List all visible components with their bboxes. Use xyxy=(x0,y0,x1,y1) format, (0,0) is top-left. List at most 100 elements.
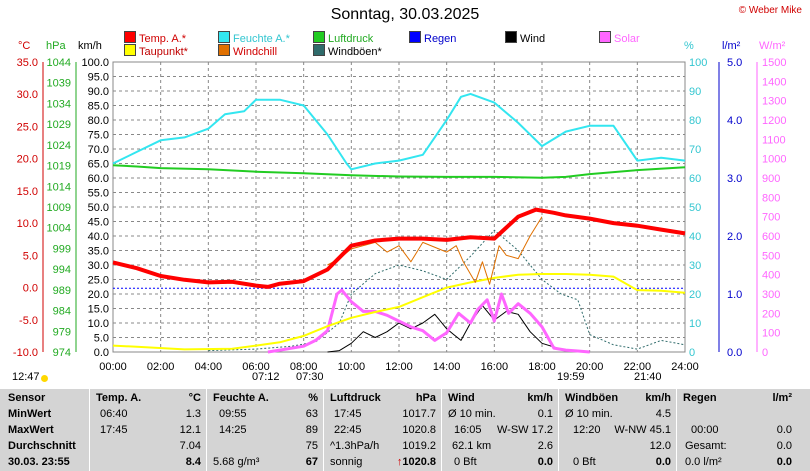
wind-tick-label: 25.0 xyxy=(88,275,109,287)
humidity-tick-label: 0 xyxy=(689,347,695,359)
wind-axis-unit: km/h xyxy=(78,40,102,52)
sunset-time: 19:59 xyxy=(557,371,585,383)
solar-tick-label: 300 xyxy=(762,289,780,301)
legend-label: Windböen* xyxy=(328,46,382,58)
legend-swatch xyxy=(313,44,325,56)
x-tick-label: 08:00 xyxy=(290,361,318,373)
wind-tick-label: 60.0 xyxy=(88,173,109,185)
wind-tick-label: 20.0 xyxy=(88,289,109,301)
humidity-tick-label: 90 xyxy=(689,86,701,98)
legend-label: Luftdruck xyxy=(328,33,374,45)
pressure-tick-label: 1029 xyxy=(47,119,71,131)
legend-label: Regen xyxy=(424,33,457,45)
wind-tick-label: 55.0 xyxy=(88,188,109,200)
pressure-tick-label: 1014 xyxy=(47,181,71,193)
wind-tick-label: 0.0 xyxy=(94,347,109,359)
rain-axis-unit: l/m² xyxy=(722,40,741,52)
x-tick-label: 18:00 xyxy=(528,361,556,373)
series-wind-line xyxy=(327,305,590,353)
pressure-tick-label: 1039 xyxy=(47,78,71,90)
wind-tick-label: 70.0 xyxy=(88,144,109,156)
wind-tick-label: 5.0 xyxy=(94,333,109,345)
legend-swatch xyxy=(409,31,421,43)
temp-tick-label: 25.0 xyxy=(17,121,38,133)
legend-item: Taupunkt* xyxy=(124,44,188,58)
x-tick-label: 12:00 xyxy=(385,361,413,373)
series-luftdruck-line xyxy=(112,164,686,179)
sun-icon xyxy=(41,375,48,382)
rain-tick-label: 1.0 xyxy=(727,289,742,301)
humidity-tick-label: 60 xyxy=(689,173,701,185)
pressure-tick-label: 979 xyxy=(53,326,71,338)
legend-item: Windböen* xyxy=(313,44,382,58)
legend-label: Windchill xyxy=(233,46,278,58)
pressure-tick-label: 1004 xyxy=(47,223,71,235)
humidity-tick-label: 80 xyxy=(689,115,701,127)
temp-tick-label: 20.0 xyxy=(17,154,38,166)
pressure-axis-unit: hPa xyxy=(46,40,66,52)
series-solar-line xyxy=(267,288,590,354)
wind-tick-label: 40.0 xyxy=(88,231,109,243)
x-tick-label: 02:00 xyxy=(147,361,175,373)
temp-tick-label: -5.0 xyxy=(19,315,38,327)
temp-tick-label: 15.0 xyxy=(17,186,38,198)
wind-tick-label: 75.0 xyxy=(88,130,109,142)
legend-swatch xyxy=(124,31,136,43)
rain-tick-label: 2.0 xyxy=(727,231,742,243)
x-tick-label: 24:00 xyxy=(671,361,699,373)
legend-label: Temp. A.* xyxy=(139,33,187,45)
credit-link[interactable]: © Weber Mike xyxy=(738,5,802,16)
pressure-tick-label: 1044 xyxy=(47,57,71,69)
rain-tick-label: 4.0 xyxy=(727,115,742,127)
temp-tick-label: 30.0 xyxy=(17,89,38,101)
humidity-tick-label: 70 xyxy=(689,144,701,156)
current-time: 12:47 xyxy=(12,371,40,383)
humidity-tick-label: 20 xyxy=(689,289,701,301)
legend-swatch xyxy=(124,44,136,56)
moonset-time: 21:40 xyxy=(634,371,662,383)
solar-tick-label: 1400 xyxy=(762,76,786,88)
solar-tick-label: 400 xyxy=(762,270,780,282)
legend-item: Wind xyxy=(505,31,545,45)
sensor-column: Sensor MinWert MaxWert Durchschnitt 30.0… xyxy=(8,392,76,468)
legend-swatch xyxy=(218,44,230,56)
pressure-tick-label: 1034 xyxy=(47,98,71,110)
legend-item: Temp. A.* xyxy=(124,31,186,45)
humidity-tick-label: 30 xyxy=(689,260,701,272)
x-tick-label: 00:00 xyxy=(99,361,127,373)
wind-tick-label: 30.0 xyxy=(88,260,109,272)
legend-label: Feuchte A.* xyxy=(233,33,290,45)
wind-tick-label: 90.0 xyxy=(88,86,109,98)
x-tick-label: 20:00 xyxy=(576,361,604,373)
solar-tick-label: 100 xyxy=(762,328,780,340)
x-tick-label: 04:00 xyxy=(195,361,223,373)
wind-tick-label: 50.0 xyxy=(88,202,109,214)
series-taupunkt-line xyxy=(112,273,686,351)
series-feuchte-a-line xyxy=(112,92,686,171)
legend-label: Taupunkt* xyxy=(139,46,188,58)
wind-tick-label: 100.0 xyxy=(81,57,109,69)
x-tick-label: 06:00 xyxy=(242,361,270,373)
wind-tick-label: 35.0 xyxy=(88,246,109,258)
legend-swatch xyxy=(218,31,230,43)
moonrise-time: 07:30 xyxy=(296,371,324,383)
wind-tick-label: 80.0 xyxy=(88,115,109,127)
legend-swatch xyxy=(599,31,611,43)
humidity-tick-label: 100 xyxy=(689,57,707,69)
humidity-column: Feuchte A. % 09:55 63 14:25 89 75 5.68 g… xyxy=(206,389,324,471)
wind-tick-label: 85.0 xyxy=(88,101,109,113)
solar-tick-label: 500 xyxy=(762,250,780,262)
solar-tick-label: 1300 xyxy=(762,96,786,108)
pressure-column: Luftdruck hPa 17:45 1017.7 22:45 1020.8 … xyxy=(323,389,442,471)
pressure-tick-label: 999 xyxy=(53,243,71,255)
legend-swatch xyxy=(313,31,325,43)
pressure-tick-label: 974 xyxy=(53,347,71,359)
temp-column: Temp. A. °C 06:40 1.3 17:45 12.1 7.04 8.… xyxy=(89,389,207,471)
wind-tick-label: 95.0 xyxy=(88,72,109,84)
legend-item: Luftdruck xyxy=(313,31,373,45)
rain-tick-label: 3.0 xyxy=(727,173,742,185)
solar-tick-label: 1100 xyxy=(762,134,786,146)
temp-tick-label: 5.0 xyxy=(23,250,38,262)
legend-item: Windchill xyxy=(218,44,277,58)
humidity-tick-label: 10 xyxy=(689,318,701,330)
